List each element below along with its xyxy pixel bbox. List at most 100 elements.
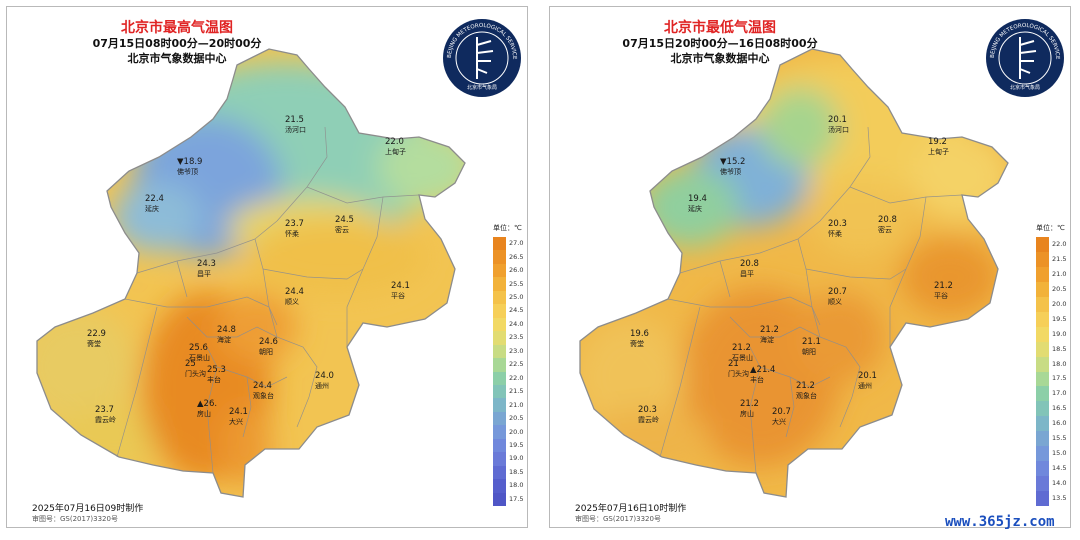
- legend-swatch: [1036, 356, 1049, 372]
- station-label: 24.6 朝阳: [259, 337, 278, 357]
- station-value: 20.1: [828, 115, 847, 125]
- station-label: 20.8 密云: [878, 215, 897, 235]
- station-name: 斋堂: [87, 340, 101, 348]
- station-label: 21.2 观象台: [796, 381, 817, 401]
- legend-swatch: [493, 425, 506, 440]
- station-value: 25: [185, 359, 196, 369]
- legend-swatch: [1036, 431, 1049, 447]
- legend-color-bar: 27.0 26.5 26.0 25.5 25.0 24.5 24.0 23.5 23.0 22.5…: [493, 237, 523, 507]
- station-label: 21.5 汤河口: [285, 115, 306, 135]
- station-name: 霞云岭: [95, 416, 116, 424]
- legend-swatch: [493, 237, 506, 251]
- legend-tick-label: 21.5: [509, 387, 524, 396]
- station-name: 朝阳: [802, 348, 816, 356]
- station-name: 大兴: [772, 418, 786, 426]
- legend-tick-label: 19.5: [1052, 314, 1067, 323]
- station-label: 25.3 丰台: [207, 365, 226, 385]
- station-value: 21.2: [740, 399, 759, 409]
- legend-swatch: [1036, 296, 1049, 313]
- legend-tick-label: 16.5: [1052, 404, 1067, 413]
- station-label: 24.4 顺义: [285, 287, 304, 307]
- legend-swatch: [493, 263, 506, 278]
- min-temperature-panel: 北京市最低气温图 07月15日20时00分—16日08时00分 北京市气象数据中…: [549, 6, 1071, 528]
- legend-tick-label: 22.0: [1052, 239, 1067, 248]
- legend-tick-label: 15.0: [1052, 449, 1067, 458]
- station-value: 21.2: [732, 343, 751, 353]
- station-name: 密云: [335, 226, 349, 234]
- legend-swatch: [1036, 416, 1049, 432]
- station-name: 丰台: [207, 376, 221, 384]
- legend-swatch: [493, 317, 506, 332]
- station-label: ▲21.4 丰台: [750, 365, 775, 385]
- legend-swatch: [1036, 371, 1049, 387]
- legend-tick-label: 17.0: [1052, 389, 1067, 398]
- legend-swatch: [1036, 281, 1049, 298]
- legend-swatch: [493, 384, 506, 399]
- station-value: 24.4: [285, 287, 304, 297]
- station-label: 22.4 延庆: [145, 194, 164, 214]
- station-name: 房山: [197, 410, 211, 418]
- legend-tick-label: 20.5: [509, 414, 524, 423]
- legend-swatch: [1036, 237, 1049, 253]
- station-value: 23.7: [285, 219, 304, 229]
- legend-swatch: [1036, 311, 1049, 328]
- station-label: 23.7 霞云岭: [95, 405, 116, 425]
- station-label: 20.7 大兴: [772, 407, 791, 427]
- station-name: 海淀: [760, 336, 774, 344]
- station-label: 19.2 上甸子: [928, 137, 949, 157]
- legend-tick-label: 23.5: [509, 333, 524, 342]
- station-name: 密云: [878, 226, 892, 234]
- station-value: 24.3: [197, 259, 216, 269]
- station-name: 怀柔: [285, 230, 299, 238]
- legend-swatch: [493, 371, 506, 386]
- max-temperature-panel: 北京市最高气温图 07月15日08时00分—20时00分 北京市气象数据中心 B…: [6, 6, 528, 528]
- station-name: 平谷: [934, 292, 948, 300]
- station-label: 21.1 朝阳: [802, 337, 821, 357]
- legend-swatch: [493, 358, 506, 372]
- station-name: 朝阳: [259, 348, 273, 356]
- station-label: 21.2 房山: [740, 399, 759, 419]
- legend-swatch: [1036, 446, 1049, 462]
- station-value: 20.8: [878, 215, 897, 225]
- legend-tick-label: 22.5: [509, 360, 524, 369]
- station-value: 21.2: [760, 325, 779, 335]
- legend-swatch: [1036, 341, 1049, 358]
- legend-tick-label: 24.0: [509, 319, 524, 328]
- station-value: 24.8: [217, 325, 236, 335]
- station-label: 25.6 石景山: [189, 343, 210, 363]
- map-title: 北京市最低气温图: [664, 20, 776, 36]
- temperature-legend: 单位：℃ 27.0 26.5 26.0 25.5 25.0 24.5 24.0 23.5 23.…: [493, 223, 529, 508]
- legend-tick-label: 18.0: [1052, 359, 1067, 368]
- station-label: 22.0 上甸子: [385, 137, 406, 157]
- station-name: 观象台: [253, 392, 274, 400]
- legend-tick-label: 19.0: [1052, 329, 1067, 338]
- station-name: 大兴: [229, 418, 243, 426]
- station-value: 24.1: [391, 281, 410, 291]
- station-name: 怀柔: [828, 230, 842, 238]
- max-temperature-map: [36, 48, 466, 498]
- legend-tick-label: 21.5: [1052, 254, 1067, 263]
- legend-swatch: [1036, 491, 1049, 507]
- station-value: 19.2: [928, 137, 947, 147]
- station-value: 21.2: [796, 381, 815, 391]
- station-value: 25.6: [189, 343, 208, 353]
- station-name: 门头沟: [728, 370, 749, 378]
- station-value: 24.6: [259, 337, 278, 347]
- station-name: 通州: [315, 382, 329, 390]
- station-label: 21 门头沟: [728, 359, 749, 379]
- legend-unit: 单位：℃: [493, 224, 522, 232]
- legend-tick-label: 17.5: [509, 494, 524, 503]
- legend-swatch: [1036, 401, 1049, 417]
- legend-tick-label: 21.0: [1052, 269, 1067, 278]
- station-name: 门头沟: [185, 370, 206, 378]
- station-name: 延庆: [145, 205, 159, 213]
- legend-tick-label: 14.0: [1052, 479, 1067, 488]
- legend-swatch: [1036, 386, 1049, 402]
- station-value: ▲21.4: [750, 365, 776, 375]
- legend-swatch: [1036, 266, 1049, 283]
- station-value: 20.7: [772, 407, 791, 417]
- station-label: 19.4 延庆: [688, 194, 707, 214]
- legend-tick-label: 18.5: [1052, 344, 1067, 353]
- legend-tick-label: 14.5: [1052, 464, 1067, 473]
- station-name: 霞云岭: [638, 416, 659, 424]
